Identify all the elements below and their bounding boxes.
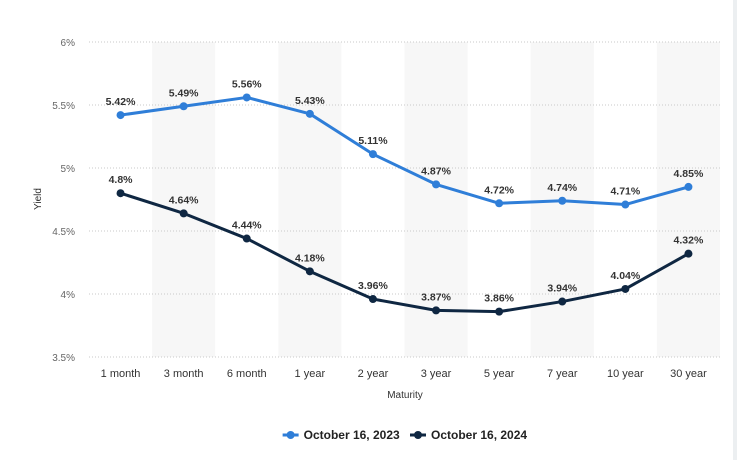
data-point[interactable]: [432, 180, 441, 189]
legend-marker: [414, 431, 422, 439]
data-point[interactable]: [495, 307, 504, 316]
data-label: 5.49%: [169, 87, 199, 99]
x-axis-title: Maturity: [387, 390, 423, 401]
data-point[interactable]: [495, 199, 504, 208]
data-label: 5.42%: [106, 96, 136, 108]
y-tick-label: 6%: [61, 38, 76, 49]
data-label: 4.44%: [232, 220, 262, 232]
x-axis-ticks: 1 month 3 month 6 month 1 year 2 year 3 year 5…: [101, 368, 707, 380]
x-tick-label: 1 month: [101, 368, 141, 380]
data-point[interactable]: [242, 234, 251, 243]
data-point[interactable]: [684, 182, 693, 191]
x-tick-label: 7 year: [547, 368, 578, 380]
data-point[interactable]: [242, 93, 251, 102]
x-tick-label: 5 year: [484, 368, 515, 380]
data-label: 4.32%: [674, 235, 704, 247]
data-point[interactable]: [368, 150, 377, 159]
data-label: 4.18%: [295, 252, 325, 264]
data-labels: 5.42% 5.49% 5.56% 5.43% 5.11% 4.87% 4.72% 4.74%…: [106, 78, 704, 304]
data-point[interactable]: [305, 109, 314, 118]
plot-band: [278, 42, 342, 357]
data-label: 4.64%: [169, 194, 199, 206]
data-point[interactable]: [684, 249, 693, 258]
data-point[interactable]: [558, 196, 567, 205]
data-label: 4.85%: [674, 168, 704, 180]
data-point[interactable]: [558, 297, 567, 306]
data-point[interactable]: [621, 200, 630, 209]
series-lines: [116, 93, 693, 316]
data-label: 5.56%: [232, 78, 262, 90]
data-point[interactable]: [305, 267, 314, 276]
y-tick-label: 5%: [61, 164, 76, 175]
y-tick-label: 3.5%: [52, 353, 75, 364]
data-label: 4.72%: [484, 184, 514, 196]
data-label: 3.87%: [421, 291, 451, 303]
data-label: 5.43%: [295, 95, 325, 107]
data-point[interactable]: [179, 102, 188, 111]
x-tick-label: 1 year: [295, 368, 326, 380]
data-point[interactable]: [116, 189, 125, 198]
series-line: [119, 95, 690, 207]
window-edge: [733, 0, 737, 460]
y-tick-label: 4%: [61, 290, 76, 301]
legend[interactable]: October 16, 2023 October 16, 2024: [282, 428, 528, 442]
data-label: 4.71%: [610, 186, 640, 198]
data-point[interactable]: [368, 295, 377, 304]
legend-label: October 16, 2023: [304, 428, 400, 442]
y-tick-label: 5.5%: [52, 101, 75, 112]
data-label: 3.86%: [484, 293, 514, 305]
data-label: 4.04%: [610, 270, 640, 282]
x-tick-label: 2 year: [358, 368, 389, 380]
legend-marker: [286, 431, 295, 439]
data-label: 4.87%: [421, 165, 451, 177]
series-line: [119, 191, 690, 314]
x-tick-label: 3 month: [164, 368, 204, 380]
data-label: 5.11%: [358, 135, 388, 147]
data-label: 4.74%: [547, 182, 577, 194]
y-axis-ticks: 3.5% 4% 4.5% 5% 5.5% 6%: [52, 38, 75, 364]
data-point[interactable]: [621, 284, 630, 293]
plot-band: [404, 42, 468, 357]
gridlines: [89, 41, 720, 358]
x-tick-label: 30 year: [670, 368, 707, 380]
data-label: 3.96%: [358, 280, 388, 292]
legend-item[interactable]: October 16, 2023: [282, 428, 400, 442]
x-tick-label: 3 year: [421, 368, 452, 380]
y-tick-label: 4.5%: [52, 227, 75, 238]
plot-bands: [152, 42, 720, 357]
plot-band: [152, 42, 216, 357]
data-point[interactable]: [432, 306, 441, 315]
plot-band: [656, 42, 720, 357]
data-point[interactable]: [116, 111, 125, 120]
x-tick-label: 10 year: [607, 368, 644, 380]
legend-label: October 16, 2024: [431, 428, 527, 442]
legend-item[interactable]: October 16, 2024: [410, 428, 527, 442]
x-tick-label: 6 month: [227, 368, 267, 380]
data-point[interactable]: [179, 209, 188, 218]
y-axis-title: Yield: [33, 188, 44, 210]
data-label: 4.8%: [109, 174, 134, 186]
data-label: 3.94%: [547, 283, 577, 295]
